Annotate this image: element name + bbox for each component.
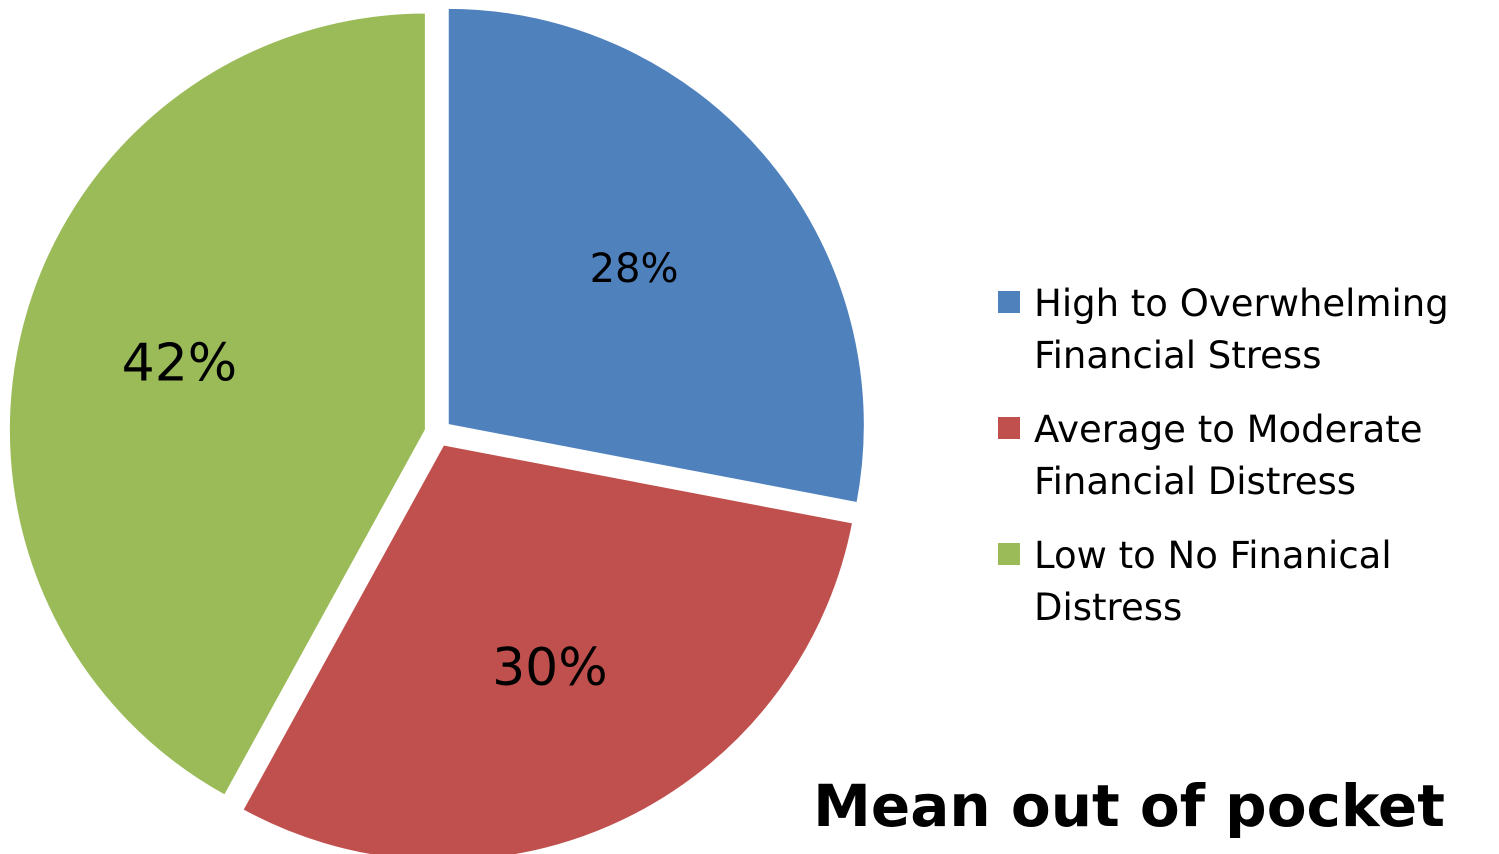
legend-label-moderate-distress: Average to Moderate Financial Distress — [1034, 408, 1423, 503]
slice-label-moderate-distress: 30% — [492, 638, 608, 698]
slice-high-stress — [445, 5, 867, 506]
legend-swatch-low-distress — [998, 543, 1020, 565]
legend-item-moderate-distress: Average to Moderate Financial Distress — [998, 404, 1493, 508]
legend-swatch-moderate-distress — [998, 417, 1020, 439]
slice-moderate-distress — [239, 442, 856, 854]
pie-slices — [6, 5, 867, 854]
slice-label-high-stress: 28% — [590, 246, 679, 292]
chart-legend: High to Overwhelming Financial Stress Av… — [998, 278, 1493, 656]
legend-item-high-stress: High to Overwhelming Financial Stress — [998, 278, 1493, 382]
legend-item-low-distress: Low to No Finanical Distress — [998, 530, 1493, 634]
legend-swatch-high-stress — [998, 291, 1020, 313]
legend-label-high-stress: High to Overwhelming Financial Stress — [1034, 282, 1449, 377]
slice-label-low-distress: 42% — [122, 334, 238, 394]
slice-labels: 28% 30% 42% — [122, 246, 679, 698]
footnote-mean-out-of-pocket: Mean out of pocket — [813, 772, 1445, 840]
slice-low-distress — [6, 10, 428, 799]
legend-label-low-distress: Low to No Finanical Distress — [1034, 534, 1392, 629]
